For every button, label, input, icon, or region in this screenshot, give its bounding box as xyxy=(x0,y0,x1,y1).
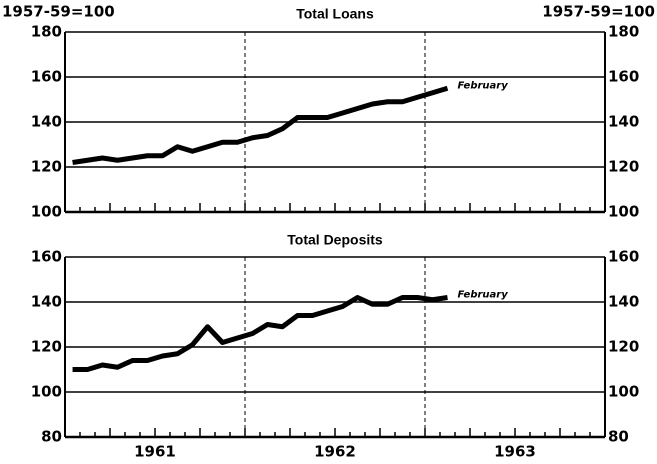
y-tick-label-right: 120 xyxy=(608,338,639,356)
unit-label: 1957-59=100 xyxy=(2,3,115,21)
chart-title: Total Loans xyxy=(296,6,374,22)
y-tick-label: 160 xyxy=(31,68,62,86)
y-tick-label-right: 80 xyxy=(608,428,629,446)
y-tick-label-right: 180 xyxy=(608,23,639,41)
x-tick-label: 1962 xyxy=(314,443,356,461)
y-tick-label: 120 xyxy=(31,158,62,176)
series-line xyxy=(72,295,448,372)
y-tick-label: 180 xyxy=(31,23,62,41)
y-tick-label-right: 100 xyxy=(608,203,639,221)
y-tick-label: 140 xyxy=(31,113,62,131)
y-tick-label: 80 xyxy=(41,428,62,446)
x-tick-label: 1963 xyxy=(494,443,536,461)
x-tick-label: 1961 xyxy=(134,443,176,461)
annotation: February xyxy=(458,80,509,91)
unit-label: 1957-59=100 xyxy=(542,3,655,21)
y-tick-label: 160 xyxy=(31,248,62,266)
y-tick-label-right: 160 xyxy=(608,68,639,86)
series-line xyxy=(72,85,449,165)
y-tick-label-right: 140 xyxy=(608,293,639,311)
y-tick-label-right: 100 xyxy=(608,383,639,401)
annotation: February xyxy=(458,290,509,301)
y-tick-label: 120 xyxy=(31,338,62,356)
y-tick-label: 100 xyxy=(31,383,62,401)
y-tick-label-right: 140 xyxy=(608,113,639,131)
y-tick-label: 100 xyxy=(31,203,62,221)
y-tick-label-right: 120 xyxy=(608,158,639,176)
y-tick-label-right: 160 xyxy=(608,248,639,266)
chart-title: Total Deposits xyxy=(287,232,383,248)
y-tick-label: 140 xyxy=(31,293,62,311)
